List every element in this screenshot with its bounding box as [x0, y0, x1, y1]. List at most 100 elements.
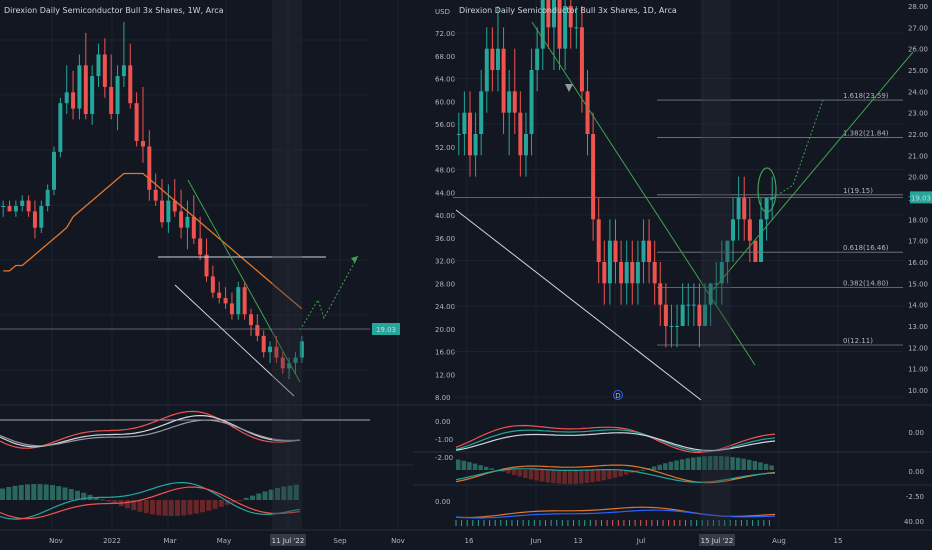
candle-body[interactable] — [153, 189, 158, 201]
candle-body[interactable] — [669, 326, 674, 327]
candle-body[interactable] — [663, 304, 668, 326]
trend-line-lower[interactable] — [174, 284, 295, 397]
candle-body[interactable] — [160, 200, 165, 223]
candle-body[interactable] — [714, 283, 719, 285]
candle-body[interactable] — [619, 262, 624, 284]
candle-body[interactable] — [299, 341, 304, 358]
candle-body[interactable] — [607, 240, 612, 284]
candle-body[interactable] — [172, 200, 177, 212]
candle-body[interactable] — [467, 112, 472, 156]
candle-body[interactable] — [574, 27, 579, 29]
candle-body[interactable] — [691, 304, 696, 306]
candle-body[interactable] — [268, 346, 273, 353]
candle-body[interactable] — [473, 134, 478, 156]
candle-body[interactable] — [140, 141, 145, 147]
candle-body[interactable] — [255, 325, 260, 336]
candle-body[interactable] — [20, 200, 25, 206]
candle-body[interactable] — [13, 206, 18, 212]
candle-body[interactable] — [32, 211, 37, 228]
candle-body[interactable] — [602, 262, 607, 284]
candle-body[interactable] — [518, 112, 523, 156]
candle-body[interactable] — [287, 362, 292, 369]
candle-body[interactable] — [585, 91, 590, 134]
candle-body[interactable] — [191, 216, 196, 239]
candle-body[interactable] — [753, 240, 758, 262]
daily-chart-panel[interactable]: USD 72.00 68.00 64.00 60.00 56.00 52.00 48.00 44… — [413, 0, 932, 550]
candle-body[interactable] — [7, 206, 12, 212]
candle-body[interactable] — [236, 287, 241, 315]
candle-body[interactable] — [26, 200, 31, 212]
candle-body[interactable] — [204, 254, 209, 277]
candle-body[interactable] — [535, 48, 540, 70]
candle-body[interactable] — [551, 0, 556, 28]
candle-body[interactable] — [686, 304, 691, 306]
weekly-chart-panel[interactable]: 19.03 Nov 2022 Mar May 11 Jul '22 Sep Nov — [0, 0, 413, 550]
candle-body[interactable] — [759, 219, 764, 262]
candle-body[interactable] — [540, 0, 545, 49]
candle-body[interactable] — [52, 151, 57, 190]
candle-body[interactable] — [512, 91, 517, 113]
candle-body[interactable] — [764, 198, 769, 220]
candle-body[interactable] — [293, 357, 298, 363]
candle-body[interactable] — [134, 103, 139, 142]
trend-line-lower[interactable] — [455, 209, 702, 401]
candle-body[interactable] — [719, 262, 724, 284]
candle-body[interactable] — [280, 357, 285, 369]
candle-body[interactable] — [557, 0, 562, 49]
candle-body[interactable] — [166, 200, 171, 223]
candle-body[interactable] — [568, 6, 573, 28]
candle-body[interactable] — [185, 216, 190, 228]
candle-body[interactable] — [121, 65, 126, 77]
candle-body[interactable] — [563, 6, 568, 49]
candle-body[interactable] — [462, 112, 467, 134]
candle-body[interactable] — [501, 48, 506, 113]
candle-body[interactable] — [736, 198, 741, 220]
candle-body[interactable] — [83, 65, 88, 114]
highlight-ellipse[interactable] — [757, 167, 777, 213]
candle-body[interactable] — [456, 134, 461, 135]
candle-body[interactable] — [210, 276, 215, 293]
candle-body[interactable] — [64, 92, 69, 104]
candle-body[interactable] — [45, 189, 50, 206]
candle-body[interactable] — [624, 262, 629, 284]
candle-body[interactable] — [630, 262, 635, 284]
candle-body[interactable] — [579, 27, 584, 92]
event-marker-icon[interactable] — [613, 390, 623, 400]
candle-body[interactable] — [147, 146, 152, 190]
candle-body[interactable] — [198, 238, 203, 255]
candle-body[interactable] — [274, 346, 279, 358]
candle-body[interactable] — [596, 219, 601, 262]
candle-body[interactable] — [708, 283, 713, 305]
candle-body[interactable] — [546, 0, 551, 28]
trend-line-up[interactable] — [712, 51, 914, 291]
candle-body[interactable] — [647, 240, 652, 262]
candle-body[interactable] — [680, 304, 685, 326]
candle-body[interactable] — [742, 198, 747, 220]
candle-body[interactable] — [697, 304, 702, 326]
candle-body[interactable] — [1, 206, 6, 207]
candle-body[interactable] — [90, 76, 95, 114]
candle-body[interactable] — [179, 211, 184, 228]
candle-body[interactable] — [641, 240, 646, 262]
candle-body[interactable] — [652, 262, 657, 284]
projection-arrow[interactable] — [299, 255, 359, 331]
candle-body[interactable] — [115, 76, 120, 114]
projection-path[interactable] — [769, 99, 824, 201]
candle-body[interactable] — [591, 134, 596, 220]
candle-body[interactable] — [217, 292, 222, 298]
candle-body[interactable] — [613, 240, 618, 262]
candle-body[interactable] — [58, 103, 63, 152]
candle-body[interactable] — [529, 70, 534, 134]
candle-body[interactable] — [731, 219, 736, 241]
candle-body[interactable] — [725, 240, 730, 262]
candle-body[interactable] — [507, 91, 512, 113]
candle-body[interactable] — [229, 303, 234, 315]
candle-body[interactable] — [703, 304, 708, 326]
trend-line-down[interactable] — [531, 21, 756, 366]
candle-body[interactable] — [479, 91, 484, 134]
candle-body[interactable] — [658, 283, 663, 305]
candle-body[interactable] — [96, 54, 101, 77]
candle-body[interactable] — [770, 198, 775, 199]
candle-body[interactable] — [747, 219, 752, 241]
candle-body[interactable] — [635, 262, 640, 284]
